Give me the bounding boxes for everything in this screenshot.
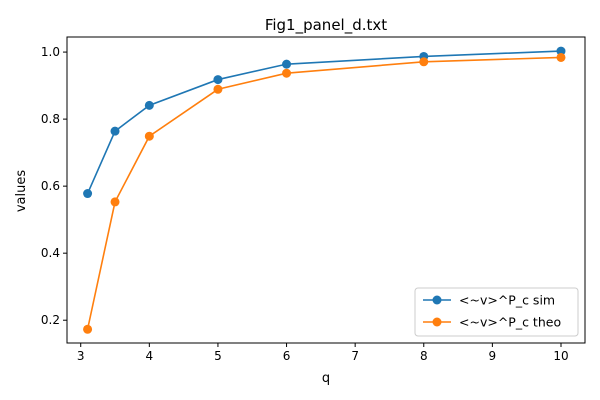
y-tick-label: 0.6: [41, 179, 60, 193]
y-tick-label: 0.2: [41, 313, 60, 327]
data-point-sim: [213, 75, 223, 85]
x-tick-label: 10: [553, 349, 568, 363]
legend-label-sim: <~v>^P_c sim: [459, 293, 555, 308]
x-tick-label: 3: [77, 349, 85, 363]
y-axis-label: values: [14, 170, 29, 213]
chart-title: Fig1_panel_d.txt: [265, 16, 387, 35]
legend-box: [414, 287, 579, 337]
y-tick-label: 1.0: [41, 45, 60, 59]
x-tick-label: 5: [214, 349, 222, 363]
x-tick-label: 6: [283, 349, 291, 363]
plot-frame: [66, 36, 586, 344]
data-point-theo: [556, 52, 566, 62]
data-point-sim: [556, 46, 566, 56]
series-layer: [83, 46, 566, 334]
x-axis-label: q: [322, 371, 330, 386]
legend-label-theo: <~v>^P_c theo: [459, 315, 561, 330]
x-tick-label: 7: [351, 349, 359, 363]
data-point-theo: [83, 324, 93, 334]
x-tick-label: 4: [146, 349, 154, 363]
data-point-sim: [282, 59, 292, 69]
x-tick-label: 9: [489, 349, 497, 363]
data-point-theo: [213, 84, 223, 94]
data-point-sim: [83, 189, 93, 199]
axis-ticks: 3 4 5 6 7 8 9 10 0.2 0.4 0.6 0.8 1.0: [41, 45, 569, 363]
legend-marker-sim: [432, 295, 442, 305]
y-tick-label: 0.8: [41, 112, 60, 126]
data-point-theo: [144, 131, 154, 141]
data-point-sim: [144, 100, 154, 110]
x-tick-label: 8: [420, 349, 428, 363]
data-point-theo: [419, 57, 429, 67]
y-tick-label: 0.4: [41, 246, 60, 260]
data-point-sim: [110, 126, 120, 136]
legend-marker-theo: [432, 317, 442, 327]
data-point-theo: [282, 68, 292, 78]
legend: <~v>^P_c sim <~v>^P_c theo: [414, 287, 579, 337]
data-point-theo: [110, 197, 120, 207]
